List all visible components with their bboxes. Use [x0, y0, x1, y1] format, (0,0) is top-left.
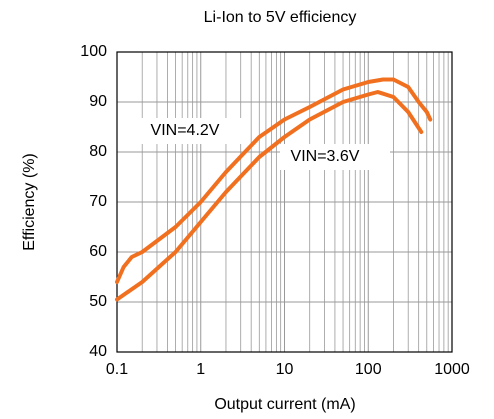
chart-title: Li-Ion to 5V efficiency	[204, 9, 357, 26]
y-tick-label: 80	[89, 143, 107, 160]
x-tick-label: 1000	[434, 361, 470, 378]
annotation: VIN=3.6V	[291, 148, 360, 165]
y-tick-label: 100	[80, 43, 107, 60]
x-axis-label: Output current (mA)	[214, 396, 355, 413]
x-tick-label: 0.1	[106, 361, 128, 378]
y-tick-label: 50	[89, 293, 107, 310]
annotation-bg	[280, 144, 390, 170]
x-tick-label: 1	[196, 361, 205, 378]
plot-frame	[116, 51, 453, 353]
annotation-bg	[140, 118, 250, 144]
x-tick-label: 100	[355, 361, 382, 378]
y-tick-label: 70	[89, 193, 107, 210]
annotation: VIN=4.2V	[151, 122, 220, 139]
y-tick-label: 90	[89, 93, 107, 110]
y-tick-label: 60	[89, 243, 107, 260]
x-tick-label: 10	[276, 361, 294, 378]
y-tick-label: 40	[89, 343, 107, 360]
y-axis-label: Efficiency (%)	[21, 153, 38, 251]
series-line	[115, 90, 424, 302]
series-line	[115, 77, 433, 284]
